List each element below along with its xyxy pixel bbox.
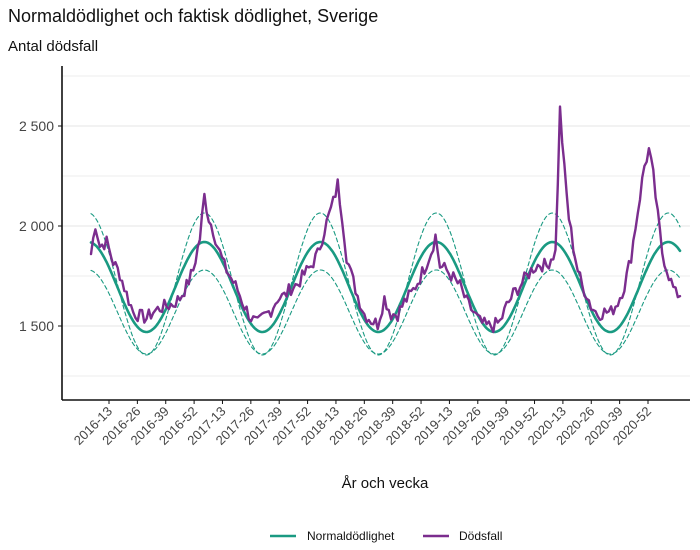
series-line-normal-band-2 (90, 269, 681, 355)
y-tick-labels: 1 500 2 000 2 500 (19, 118, 62, 334)
y-axis-title: Antal dödsfall (8, 38, 99, 55)
grid-lines (62, 75, 690, 377)
legend: Normaldödlighet Dödsfall (270, 529, 502, 543)
chart-axes (61, 66, 690, 401)
x-axis-title: År och vecka (342, 475, 429, 492)
y-tick-label: 2 000 (19, 218, 54, 234)
x-tick-labels: 2016-132016-262016-392016-522017-132017-… (71, 400, 654, 448)
y-tick-label: 2 500 (19, 118, 54, 134)
chart-title: Normaldödlighet och faktisk dödlighet, S… (8, 6, 379, 26)
y-tick-label: 1 500 (19, 318, 54, 334)
series-line-normaldodlighet (89, 240, 682, 334)
chart-series (89, 105, 682, 356)
legend-label-normaldodlighet: Normaldödlighet (307, 529, 395, 543)
series-line-dodsfall (89, 105, 682, 334)
legend-label-dodsfall: Dödsfall (459, 529, 502, 543)
